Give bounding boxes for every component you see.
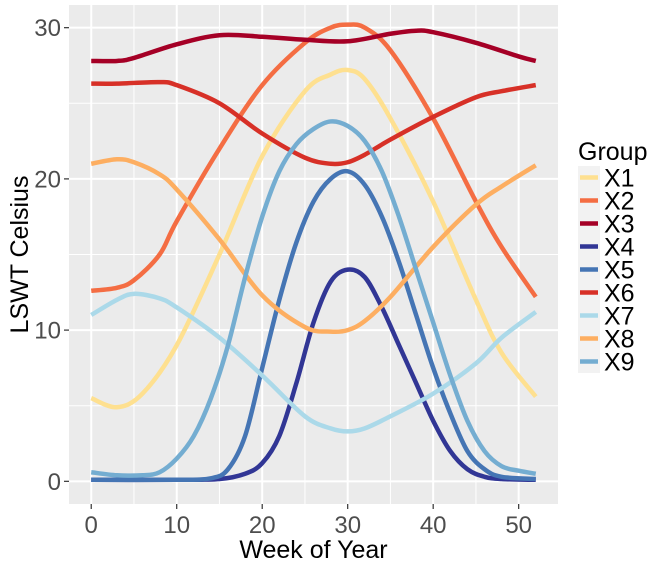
y-tick-label: 20 xyxy=(34,166,61,193)
x-tick-label: 0 xyxy=(85,512,98,539)
x-tick-label: 20 xyxy=(249,512,276,539)
y-tick-labels: 0 10 20 30 xyxy=(34,15,61,496)
legend-item-x3: X3 xyxy=(578,211,635,239)
series-lines xyxy=(90,22,538,483)
grid-major xyxy=(69,5,558,504)
y-axis-title: LSWT Celsius xyxy=(6,176,34,334)
legend-item-x6: X6 xyxy=(578,280,635,308)
series-line-x3 xyxy=(91,28,537,64)
y-tick-label: 30 xyxy=(34,15,61,42)
legend-item-x9: X9 xyxy=(578,349,635,377)
x-tick-label: 30 xyxy=(334,512,361,539)
legend-label: X7 xyxy=(604,303,635,331)
x-tick-label: 40 xyxy=(420,512,447,539)
x-axis-title: Week of Year xyxy=(239,536,387,564)
legend-item-x1: X1 xyxy=(578,165,635,193)
series-line-x9 xyxy=(90,119,537,478)
series-line-x7 xyxy=(90,291,538,434)
legend-item-x4: X4 xyxy=(578,234,635,262)
legend-label: X9 xyxy=(604,349,635,377)
series-line-x8 xyxy=(90,156,537,335)
series-line-x4 xyxy=(91,267,536,483)
y-tick-label: 0 xyxy=(48,469,61,496)
x-tick-label: 10 xyxy=(163,512,190,539)
legend-title: Group xyxy=(578,138,647,166)
series-line-x1 xyxy=(90,67,538,410)
y-tick-label: 10 xyxy=(34,318,61,345)
legend-label: X4 xyxy=(604,234,635,262)
x-tick-label: 50 xyxy=(505,512,532,539)
legend-label: X3 xyxy=(604,211,635,239)
series-line-x2 xyxy=(90,22,538,299)
series-line-x5 xyxy=(91,168,536,483)
legend-label: X1 xyxy=(604,165,635,193)
legend-label: X2 xyxy=(604,188,635,216)
legend-label: X6 xyxy=(604,280,635,308)
legend-item-x5: X5 xyxy=(578,257,635,285)
legend-item-x2: X2 xyxy=(578,188,635,216)
axis-ticks xyxy=(64,27,520,509)
legend-item-x8: X8 xyxy=(578,326,635,354)
x-tick-labels: 0 10 20 30 40 50 xyxy=(85,512,532,539)
legend-label: X5 xyxy=(604,257,635,285)
legend-item-x7: X7 xyxy=(578,303,635,331)
series-line-x6 xyxy=(91,79,537,167)
legend-label: X8 xyxy=(604,326,635,354)
